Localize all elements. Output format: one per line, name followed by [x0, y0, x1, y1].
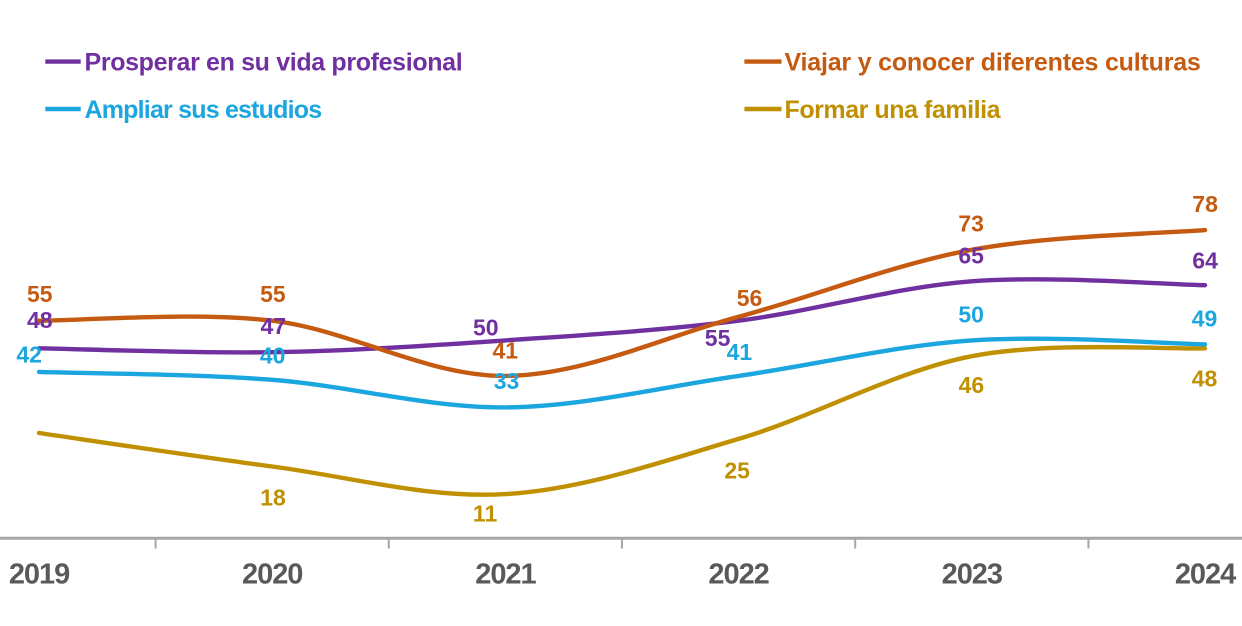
svg-text:18: 18 [260, 484, 286, 510]
svg-text:2021: 2021 [475, 558, 536, 590]
svg-text:73: 73 [958, 210, 984, 236]
svg-text:2019: 2019 [9, 558, 70, 590]
svg-text:50: 50 [473, 315, 499, 341]
svg-text:47: 47 [261, 313, 287, 339]
svg-text:49: 49 [1192, 305, 1218, 331]
svg-text:48: 48 [27, 307, 53, 333]
svg-text:2023: 2023 [942, 558, 1003, 590]
svg-text:2022: 2022 [708, 558, 768, 590]
svg-text:50: 50 [958, 302, 984, 328]
svg-text:55: 55 [705, 325, 731, 351]
svg-text:Formar una familia: Formar una familia [785, 96, 1002, 124]
svg-text:41: 41 [493, 338, 519, 364]
svg-text:55: 55 [27, 281, 53, 307]
svg-text:Ampliar sus estudios: Ampliar sus estudios [85, 96, 322, 124]
svg-text:46: 46 [959, 372, 985, 398]
svg-text:Viajar y conocer diferentes cu: Viajar y conocer diferentes culturas [785, 49, 1201, 77]
svg-text:64: 64 [1192, 248, 1218, 274]
svg-text:25: 25 [724, 458, 750, 484]
svg-text:2024: 2024 [1175, 558, 1236, 590]
svg-text:11: 11 [473, 500, 498, 526]
svg-text:55: 55 [260, 281, 286, 307]
svg-text:42: 42 [16, 341, 42, 367]
svg-text:65: 65 [958, 242, 984, 268]
svg-text:56: 56 [737, 285, 763, 311]
svg-text:Prosperar en su vida profesion: Prosperar en su vida profesional [85, 49, 463, 77]
svg-text:33: 33 [494, 368, 520, 394]
svg-text:78: 78 [1192, 191, 1218, 217]
svg-text:40: 40 [260, 343, 286, 369]
svg-text:41: 41 [727, 339, 753, 365]
svg-text:2020: 2020 [242, 558, 302, 590]
svg-text:48: 48 [1192, 366, 1218, 392]
